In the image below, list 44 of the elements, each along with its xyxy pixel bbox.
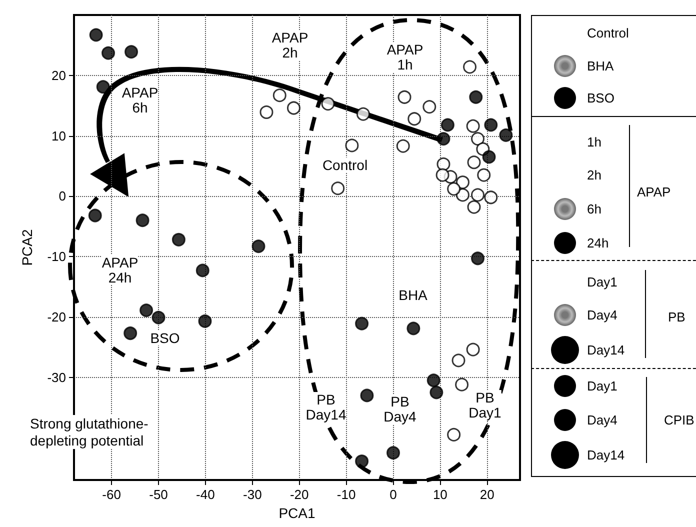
text: 1h	[587, 134, 602, 150]
annotation: PB Day14	[306, 392, 346, 422]
annotation: PB Day4	[384, 394, 417, 424]
annotation: APAP 2h	[272, 30, 308, 60]
text: PB	[668, 310, 686, 324]
text: Day4	[587, 308, 618, 322]
annotation: APAP 1h	[386, 42, 424, 72]
annotation: Strong glutathione- depleting potential	[30, 416, 149, 448]
x-tick-label: -60	[102, 487, 121, 502]
annotation: APAP 24h	[102, 254, 138, 286]
y-tick-label: 10	[52, 128, 66, 144]
x-tick-label: -20	[290, 487, 309, 502]
text: BHA	[587, 58, 614, 74]
y-tick-label: 0	[58, 188, 66, 204]
annotation: BHA	[398, 287, 428, 303]
annotation: PB Day1	[468, 390, 502, 420]
x-tick-label: -30	[243, 487, 262, 502]
x-axis-title: PCA1	[278, 505, 316, 521]
x-tick-label: 20	[480, 487, 494, 502]
text: CPIB	[664, 412, 694, 428]
y-tick-label: -30	[47, 370, 66, 385]
text: APAP	[637, 184, 671, 200]
annotation: Control	[322, 157, 368, 173]
text: Day1	[587, 274, 618, 290]
text: Day1	[587, 378, 618, 394]
annotation: APAP 6h	[122, 84, 158, 116]
y-tick-label: -20	[47, 309, 66, 324]
y-axis-title: PCA2	[19, 229, 35, 266]
x-tick-label: -50	[149, 487, 168, 502]
x-tick-label: 0	[390, 487, 397, 502]
text: Control	[587, 26, 629, 40]
text: 6h	[587, 202, 602, 216]
annotation: BSO	[150, 330, 180, 346]
y-tick-label: -10	[47, 249, 66, 264]
text: Day4	[587, 412, 618, 428]
y-tick-label: 20	[52, 68, 66, 83]
text: Day14	[587, 448, 625, 462]
text: 24h	[587, 236, 609, 250]
text: Day14	[587, 342, 625, 358]
x-tick-label: -10	[336, 487, 356, 502]
text: BSO	[587, 90, 614, 106]
x-tick-label: -40	[196, 487, 215, 502]
text: 2h	[587, 168, 602, 182]
x-tick-label: 10	[432, 487, 448, 502]
